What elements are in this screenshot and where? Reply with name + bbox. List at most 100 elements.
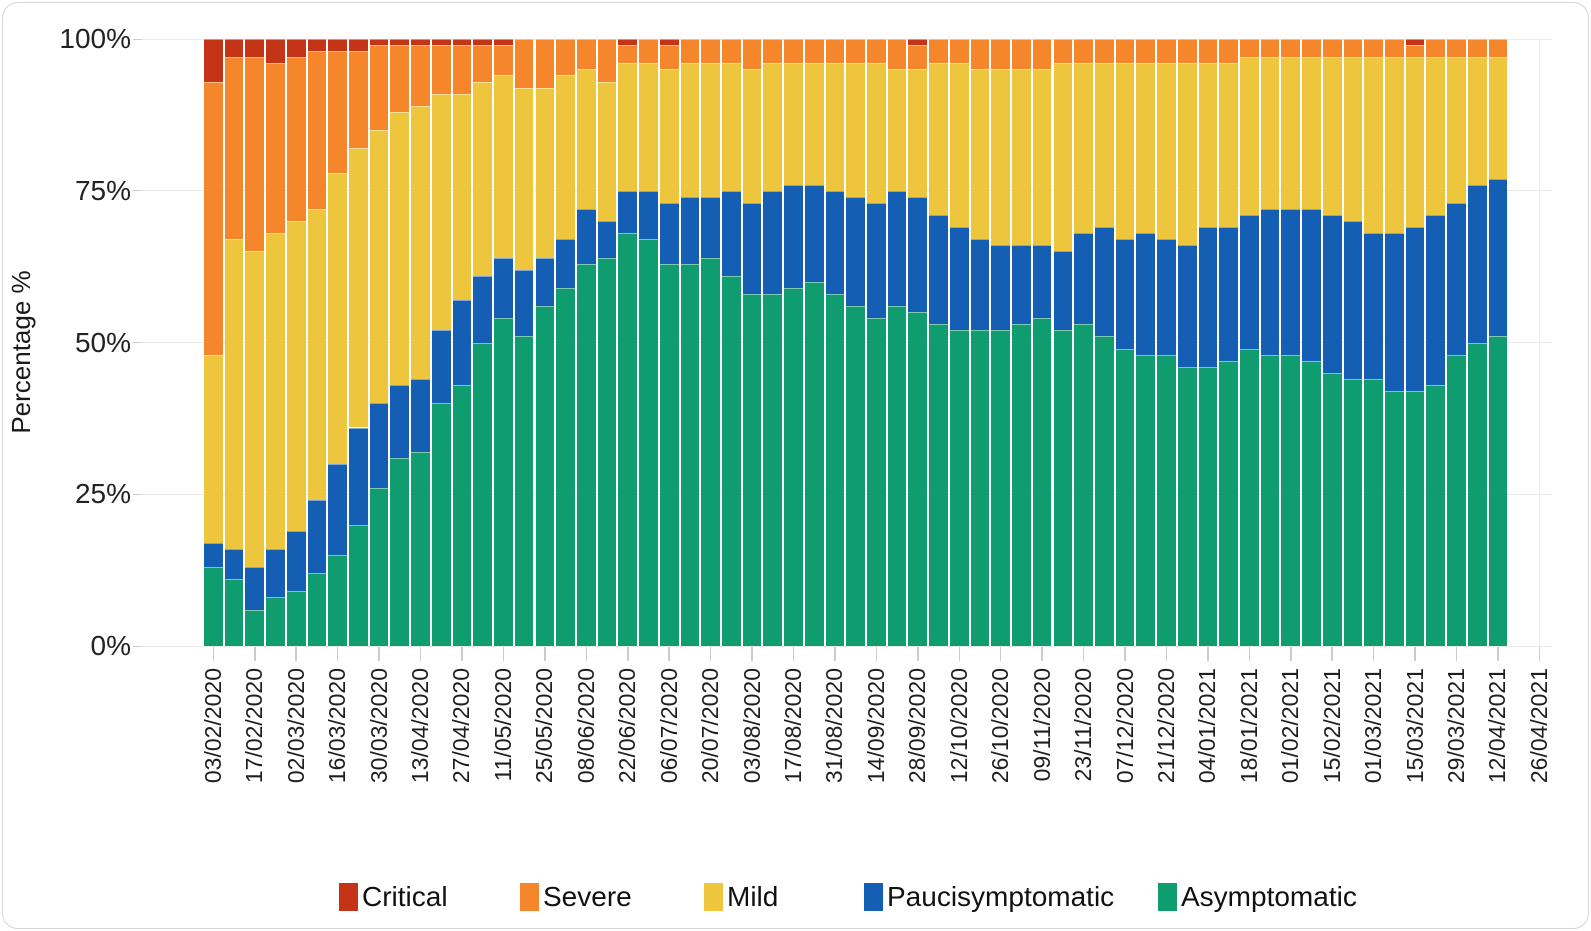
segment-severe [867, 39, 886, 64]
segment-asymptomatic [1405, 391, 1425, 646]
segment-paucisymptomatic [204, 542, 223, 568]
segment-severe [1385, 39, 1404, 58]
segment-paucisymptomatic [286, 530, 306, 592]
segment-paucisymptomatic [846, 196, 865, 307]
segment-paucisymptomatic [804, 184, 824, 282]
x-tick [1372, 647, 1375, 661]
y-tick-label: 25% [74, 478, 131, 510]
segment-paucisymptomatic [639, 190, 658, 240]
bar-13/07/2020 [680, 39, 700, 646]
segment-mild [411, 105, 430, 379]
segment-asymptomatic [1198, 366, 1218, 646]
segment-critical [328, 39, 347, 52]
segment-mild [390, 111, 410, 385]
x-tick-label: 25/05/2020 [531, 668, 558, 784]
segment-paucisymptomatic [1364, 233, 1383, 379]
bar-10/08/2020 [763, 39, 783, 646]
segment-critical [245, 39, 265, 58]
bar-07/09/2020 [846, 39, 865, 646]
x-tick [1124, 647, 1126, 661]
y-tick-label: 75% [74, 174, 131, 206]
y-tick [133, 38, 142, 40]
segment-paucisymptomatic [1385, 233, 1404, 392]
segment-severe [1053, 39, 1073, 64]
segment-asymptomatic [576, 263, 596, 646]
segment-severe [576, 39, 596, 70]
segment-severe [701, 39, 720, 64]
x-tick [1248, 647, 1251, 661]
segment-severe [452, 45, 472, 94]
segment-mild [846, 63, 865, 197]
bar-25/05/2020 [535, 39, 555, 646]
segment-paucisymptomatic [1157, 239, 1176, 355]
segment-mild [1343, 57, 1363, 222]
segment-severe [349, 51, 368, 149]
segment-paucisymptomatic [535, 257, 555, 307]
legend-label-paucisymptomatic: Paucisymptomatic [887, 881, 1115, 912]
bar-01/02/2021 [1281, 39, 1301, 646]
x-tick-label: 13/04/2020 [407, 668, 434, 784]
segment-critical [204, 39, 223, 82]
segment-severe [556, 39, 575, 76]
segment-asymptomatic [1260, 354, 1280, 646]
segment-paucisymptomatic [970, 239, 990, 331]
segment-paucisymptomatic [1302, 208, 1321, 361]
segment-asymptomatic [245, 609, 265, 646]
segment-asymptomatic [1012, 324, 1031, 646]
segment-mild [431, 93, 451, 331]
segment-paucisymptomatic [1281, 208, 1301, 355]
segment-mild [659, 69, 679, 203]
segment-severe [1488, 39, 1508, 58]
segment-mild [929, 63, 948, 216]
bar-22/03/2021 [1426, 39, 1446, 646]
segment-mild [1012, 69, 1031, 246]
segment-paucisymptomatic [514, 269, 534, 337]
segment-mild [494, 75, 513, 258]
segment-severe [1281, 39, 1301, 58]
segment-mild [307, 208, 327, 501]
segment-asymptomatic [1281, 354, 1301, 646]
x-tick [1165, 647, 1168, 661]
segment-asymptomatic [452, 385, 472, 646]
legend-label-severe: Severe [543, 881, 632, 912]
segment-asymptomatic [204, 567, 223, 646]
segment-severe [204, 81, 223, 355]
segment-asymptomatic [369, 488, 389, 646]
segment-asymptomatic [307, 573, 327, 646]
y-tick [133, 645, 142, 647]
segment-severe [1032, 39, 1052, 70]
x-tick-label: 03/02/2020 [199, 668, 226, 784]
bar-28/09/2020 [908, 39, 928, 646]
x-tick-label: 23/11/2020 [1070, 668, 1097, 782]
segment-paucisymptomatic [473, 275, 493, 343]
bar-01/06/2020 [556, 39, 575, 646]
segment-asymptomatic [597, 257, 617, 646]
x-tick [834, 647, 836, 661]
segment-asymptomatic [991, 330, 1011, 646]
bar-05/10/2020 [929, 39, 948, 646]
x-tick-label: 28/09/2020 [904, 668, 931, 784]
segment-asymptomatic [1074, 324, 1093, 646]
segment-asymptomatic [680, 263, 700, 646]
segment-mild [1219, 63, 1238, 228]
segment-asymptomatic [722, 275, 741, 646]
segment-mild [763, 63, 783, 191]
segment-asymptomatic [1115, 348, 1135, 646]
segment-paucisymptomatic [1219, 227, 1238, 361]
x-tick-label: 18/01/2021 [1235, 668, 1262, 784]
segment-paucisymptomatic [1198, 227, 1218, 367]
x-tick [1538, 647, 1541, 661]
segment-asymptomatic [286, 591, 306, 646]
bar-03/02/2020 [204, 39, 223, 646]
segment-paucisymptomatic [1405, 227, 1425, 392]
segment-severe [286, 57, 306, 222]
segment-mild [825, 63, 845, 191]
bar-11/05/2020 [494, 39, 513, 646]
bar-26/10/2020 [991, 39, 1011, 646]
segment-asymptomatic [1053, 330, 1073, 646]
legend-label-asymptomatic: Asymptomatic [1181, 881, 1357, 912]
segment-severe [1343, 39, 1363, 58]
segment-severe [266, 63, 285, 234]
segment-severe [1219, 39, 1238, 64]
segment-paucisymptomatic [825, 190, 845, 294]
